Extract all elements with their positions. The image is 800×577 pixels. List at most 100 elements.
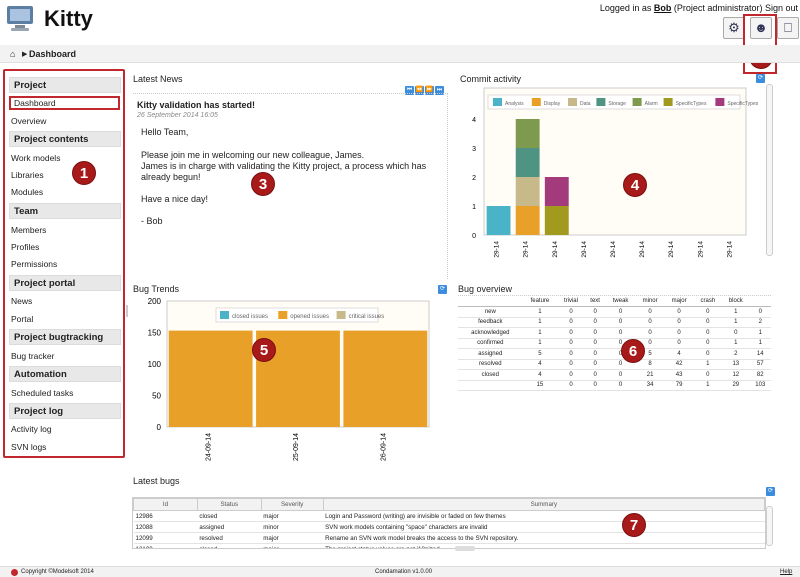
sidebar-item-activity-log[interactable]: Activity log bbox=[11, 424, 52, 434]
overview-cell: 0 bbox=[664, 306, 694, 318]
overview-cell: 0 bbox=[722, 327, 750, 339]
next-news-icon[interactable]: ⏩ bbox=[425, 86, 434, 95]
app-title: Kitty bbox=[44, 6, 93, 31]
user-info: Logged in as Bob (Project administrator)… bbox=[600, 3, 798, 13]
sidebar-item-permissions[interactable]: Permissions bbox=[11, 259, 58, 269]
overview-cell: 0 bbox=[584, 369, 606, 381]
overview-cell: feedback bbox=[458, 317, 523, 328]
overview-cell: 1 bbox=[722, 306, 750, 318]
news-paragraph-1: Please join me in welcoming our new coll… bbox=[141, 150, 365, 160]
trends-legend-label: critical issues bbox=[349, 314, 385, 320]
overview-cell: 4 bbox=[522, 369, 558, 381]
overview-cell: 4 bbox=[522, 359, 558, 370]
bugs-header-cell[interactable]: Summary bbox=[322, 498, 765, 511]
trends-refresh-icon[interactable]: ⟳ bbox=[438, 285, 447, 294]
overview-cell: 0 bbox=[693, 369, 723, 381]
sidebar-item-overview[interactable]: Overview bbox=[11, 116, 47, 126]
trends-legend: closed issues opened issues critical issue… bbox=[215, 307, 385, 323]
user-name-link[interactable]: Bob bbox=[653, 3, 672, 13]
home-icon[interactable]: ⌂ bbox=[10, 49, 16, 59]
commit-legend-swatch bbox=[715, 98, 725, 106]
commit-panel-title: Commit activity bbox=[460, 74, 522, 84]
bugs-cell: Login and Password (writing) are invisib… bbox=[323, 510, 765, 522]
bug-overview-table: feature trivial text tweak minor major crash bl… bbox=[458, 296, 771, 391]
sidebar-item-profiles[interactable]: Profiles bbox=[11, 242, 40, 252]
commit-refresh-icon[interactable]: ⟳ bbox=[756, 74, 765, 83]
overview-cell: 0 bbox=[557, 359, 585, 370]
overview-cell: 0 bbox=[605, 338, 636, 349]
bugs-header-cell[interactable]: Id bbox=[133, 498, 198, 511]
commit-legend-swatch bbox=[663, 98, 673, 106]
trends-legend-label: closed issues bbox=[232, 314, 268, 320]
news-date: 26 September 2014 16:05 bbox=[137, 112, 218, 119]
bugs-cell: minor bbox=[261, 521, 324, 533]
sidebar-item-news[interactable]: News bbox=[11, 296, 33, 306]
sidebar-item-modules[interactable]: Modules bbox=[11, 187, 44, 197]
commit-ytick: 3 bbox=[472, 146, 476, 153]
sidebar-group-automation: Automation bbox=[9, 366, 121, 382]
sidebar-item-scheduled-tasks[interactable]: Scheduled tasks bbox=[11, 388, 74, 398]
overview-cell: 0 bbox=[693, 338, 723, 349]
overview-row: resolved 4 0 0 0 8 42 1 13 57 bbox=[458, 359, 771, 370]
user-computer-button[interactable]: ⎕ bbox=[777, 17, 799, 39]
news-greeting: Hello Team, bbox=[141, 127, 189, 137]
bugs-row[interactable]: 12100 closed major The project status value… bbox=[133, 543, 765, 548]
sidebar-group-team: Team bbox=[9, 203, 121, 219]
bugs-panel-title: Latest bugs bbox=[133, 476, 180, 486]
overview-cell: 5 bbox=[635, 348, 665, 360]
bugs-header-cell[interactable]: Severity bbox=[260, 498, 324, 511]
bugs-cell: assigned bbox=[197, 521, 262, 533]
overview-cell: 14 bbox=[749, 348, 771, 360]
sidebar-item-bug-tracker[interactable]: Bug tracker bbox=[11, 351, 55, 361]
overview-cell bbox=[458, 380, 523, 391]
overview-cell: 0 bbox=[557, 369, 585, 381]
news-article: Kitty validation has started! 26 Septemb… bbox=[133, 93, 448, 279]
callout-3: 3 bbox=[251, 172, 275, 196]
bugs-scrollbar[interactable] bbox=[766, 506, 773, 546]
overview-header-cell: minor bbox=[635, 296, 665, 307]
bugs-cell: The project status values are not i18niz… bbox=[323, 543, 765, 548]
sidebar-resize-handle[interactable] bbox=[126, 305, 128, 317]
sidebar-item-members[interactable]: Members bbox=[11, 225, 47, 235]
bugs-row[interactable]: 12088 assigned minor SVN work models contai… bbox=[133, 521, 765, 533]
commit-bar bbox=[544, 177, 569, 206]
commit-bar bbox=[544, 206, 569, 235]
admin-settings-button[interactable]: ⚙ bbox=[723, 17, 745, 39]
sidebar-item-libraries[interactable]: Libraries bbox=[11, 170, 44, 180]
footer: Copyright ©Modelsoft 2014 Condamation v1… bbox=[0, 566, 800, 577]
overview-row: closed 4 0 0 0 21 43 0 12 82 bbox=[458, 369, 771, 381]
sidebar-item-svn-logs[interactable]: SVN logs bbox=[11, 442, 47, 452]
sidebar-item-dashboard[interactable]: Dashboard bbox=[9, 96, 120, 110]
user-profile-button[interactable]: ☻ bbox=[750, 17, 772, 39]
commit-scrollbar[interactable] bbox=[766, 84, 773, 256]
sidebar-group-project-log: Project log bbox=[9, 403, 121, 419]
prev-news-icon[interactable]: ⏪ bbox=[415, 86, 424, 95]
bugs-cell: SVN work models containing "space" chara… bbox=[323, 521, 765, 533]
first-news-icon[interactable]: ⏮ bbox=[405, 86, 414, 95]
bugs-row[interactable]: 12099 resolved major Rename an SVN work mod… bbox=[133, 532, 765, 544]
commit-legend-label: Storage bbox=[608, 101, 626, 107]
commit-legend-label: SpecificTypes bbox=[676, 101, 707, 107]
overview-cell: 0 bbox=[605, 317, 636, 328]
overview-cell: 79 bbox=[664, 380, 694, 391]
admin-user-icon: ⚙ bbox=[728, 20, 740, 35]
overview-cell: resolved bbox=[458, 359, 523, 370]
bugs-refresh-icon[interactable]: ⟳ bbox=[766, 487, 775, 496]
sidebar-item-portal[interactable]: Portal bbox=[11, 314, 34, 324]
bugs-header-cell[interactable]: Status bbox=[196, 498, 262, 511]
overview-cell: 1 bbox=[693, 359, 723, 370]
last-news-icon[interactable]: ⏭ bbox=[435, 86, 444, 95]
commit-legend-swatch bbox=[632, 98, 642, 106]
bugs-row[interactable]: 12986 closed major Login and Password (writ… bbox=[133, 510, 765, 522]
overview-cell: 13 bbox=[722, 359, 750, 370]
bugs-resize-grip[interactable] bbox=[455, 546, 475, 551]
sign-out-link[interactable]: Sign out bbox=[764, 3, 798, 13]
commit-legend-swatch bbox=[568, 98, 577, 106]
commit-legend-swatch bbox=[531, 98, 541, 106]
user-computer-icon: ⎕ bbox=[784, 20, 792, 35]
footer-help-link[interactable]: Help bbox=[780, 569, 793, 575]
overview-cell: 1 bbox=[749, 338, 771, 349]
overview-cell: 1 bbox=[522, 338, 558, 349]
overview-cell: 0 bbox=[635, 338, 665, 349]
sidebar-item-work-models[interactable]: Work models bbox=[11, 153, 61, 163]
